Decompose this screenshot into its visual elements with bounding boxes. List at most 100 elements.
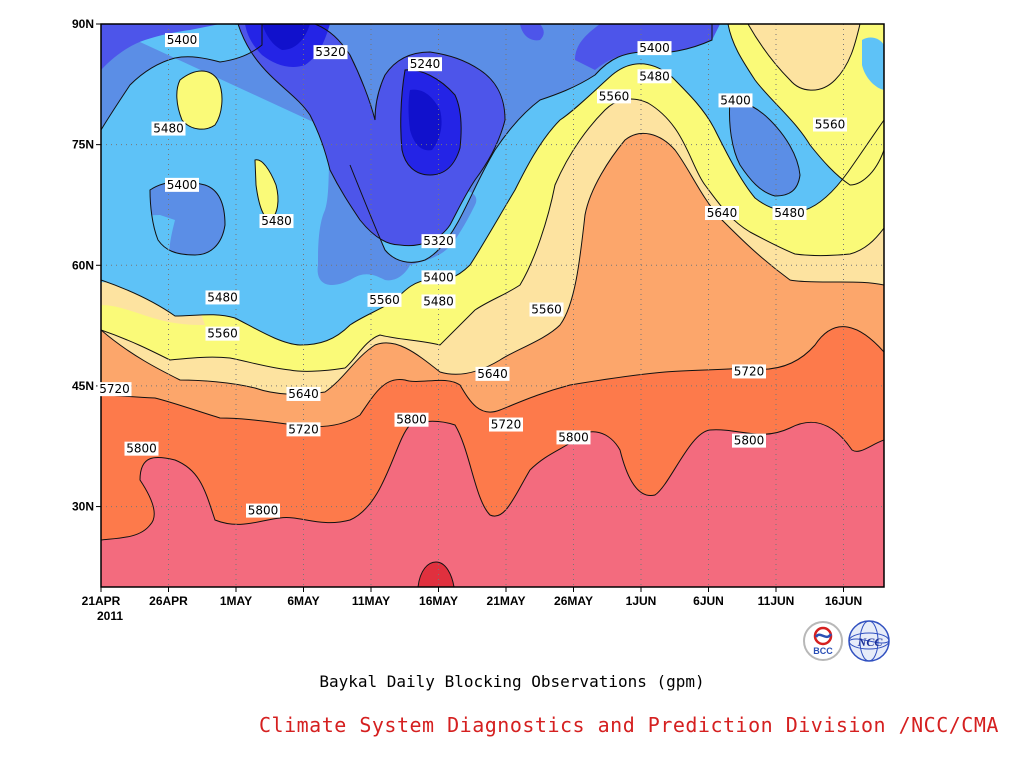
contour-label-bg <box>421 270 456 285</box>
contour-label: 5400 <box>637 41 672 56</box>
contour-line-5400 <box>349 24 713 263</box>
fill-5480-5560-island-b <box>255 159 278 220</box>
contour-label: 5720 <box>732 364 766 379</box>
contour-line-5560 <box>101 98 884 372</box>
y-tick-label: 60N <box>72 258 94 272</box>
contour-label: 5400 <box>718 93 753 108</box>
contour-label-text: 5560 <box>531 303 562 317</box>
contour-label: 5720 <box>97 382 132 397</box>
contour-labels: 5400 5320 5240 5400 5480 5560 5400 5560 5480 5400… <box>97 33 847 518</box>
contour-label-bg <box>718 93 753 108</box>
x-tick-label: 21APR <box>82 594 121 608</box>
x-tick-label: 11JUN <box>758 594 795 608</box>
contour-label-text: 5720 <box>99 382 130 396</box>
contour-label-text: 5480 <box>153 122 184 136</box>
fill-5080-5160 <box>262 24 442 151</box>
plot-frame <box>100 23 885 588</box>
contour-label-text: 5640 <box>477 367 508 381</box>
contour-label-bg <box>475 366 510 381</box>
contour-label-bg <box>489 417 523 432</box>
contour-label-bg <box>286 386 321 401</box>
fill-5480-5560-island-a <box>176 71 222 130</box>
contour-label-bg <box>151 121 186 136</box>
contour-label-text: 5640 <box>288 387 319 401</box>
contour-label: 5640 <box>705 206 739 221</box>
contour-line-5400-d <box>729 99 801 197</box>
contour-label-text: 5720 <box>288 422 319 436</box>
contour-label-bg <box>408 57 442 72</box>
contour-label-text: 5800 <box>558 430 589 444</box>
contour-label-bg <box>124 441 159 456</box>
contour-label-text: 5480 <box>423 294 454 308</box>
contour-label: 5480 <box>205 290 240 305</box>
contour-label-text: 5480 <box>639 69 670 83</box>
contour-line-5480-ne <box>727 24 884 186</box>
bcc-logo: BCC <box>802 620 844 666</box>
contour-label-text: 5400 <box>167 178 198 192</box>
contour-label: 5480 <box>259 214 294 229</box>
contour-label-bg <box>772 206 807 221</box>
contour-label-bg <box>421 294 456 309</box>
y-tick-label: 30N <box>72 500 94 514</box>
contour-label-bg <box>313 45 348 60</box>
y-tick-label: 90N <box>72 17 94 31</box>
x-axis-year-label: 2011 <box>97 609 123 623</box>
contour-label-text: 5720 <box>734 364 765 378</box>
contour-label-bg <box>165 177 199 192</box>
contour-label: 5400 <box>165 33 199 48</box>
contour-label-text: 5320 <box>423 234 454 248</box>
fill-5160-5240 <box>245 24 462 175</box>
y-axis: 30N 45N 60N 75N 90N <box>72 17 101 514</box>
x-tick-label: 1JUN <box>626 594 657 608</box>
ncc-logo-icon: NCC <box>848 620 890 662</box>
contour-label: 5560 <box>367 292 402 307</box>
contour-label-text: 5400 <box>423 270 454 284</box>
contour-label-text: 5800 <box>734 434 765 448</box>
contour-label-bg <box>97 382 132 397</box>
x-tick-label: 16JUN <box>825 594 862 608</box>
contour-line-5320 <box>237 24 506 247</box>
contour-label-bg <box>813 117 847 132</box>
contour-label-bg <box>165 33 199 48</box>
contour-label-bg <box>205 290 240 305</box>
contour-label-text: 5560 <box>599 89 630 103</box>
bcc-logo-text: BCC <box>813 646 833 656</box>
contour-line-5480-a <box>176 70 223 130</box>
contour-label: 5560 <box>529 302 564 317</box>
contour-label-bg <box>529 302 564 317</box>
contour-line-5480-b <box>254 159 279 221</box>
contour-label-bg <box>367 292 402 307</box>
contour-label-bg <box>259 214 294 229</box>
contour-label-text: 5560 <box>369 293 400 307</box>
contour-label: 5720 <box>489 417 523 432</box>
contour-line-5400-c <box>149 181 226 256</box>
contour-label-text: 5400 <box>720 93 751 107</box>
contour-line-5880 <box>417 561 455 587</box>
x-tick-label: 16MAY <box>419 594 458 608</box>
contour-label-bg <box>637 69 672 84</box>
x-axis: 21APR 26APR 1MAY 6MAY 11MAY 16MAY 21MAY 26MAY 1J… <box>82 587 862 608</box>
contour-label-bg <box>246 503 280 518</box>
ncc-logo-text: NCC <box>857 635 884 649</box>
x-tick-label: 26APR <box>149 594 188 608</box>
contour-label: 5320 <box>421 234 456 249</box>
contour-lines <box>101 24 884 587</box>
contour-label: 5480 <box>151 121 186 136</box>
ncc-logo: NCC <box>846 620 892 666</box>
contour-label-text: 5320 <box>315 45 346 59</box>
contour-label-text: 5480 <box>261 214 292 228</box>
x-tick-label: 6MAY <box>287 594 319 608</box>
contour-label-text: 5800 <box>248 504 279 518</box>
contour-label: 5560 <box>597 89 631 104</box>
x-tick-label: 11MAY <box>352 594 390 608</box>
contour-label-text: 5800 <box>126 442 157 456</box>
contour-label: 5400 <box>421 270 456 285</box>
contour-label-bg <box>205 326 240 341</box>
contour-label: 5800 <box>556 430 591 445</box>
fill-5480-5560-east <box>862 37 884 90</box>
contour-label-text: 5240 <box>410 57 441 71</box>
contour-line-5240 <box>400 69 462 176</box>
contour-label-text: 5640 <box>707 206 738 220</box>
contour-label-text: 5480 <box>207 290 238 304</box>
